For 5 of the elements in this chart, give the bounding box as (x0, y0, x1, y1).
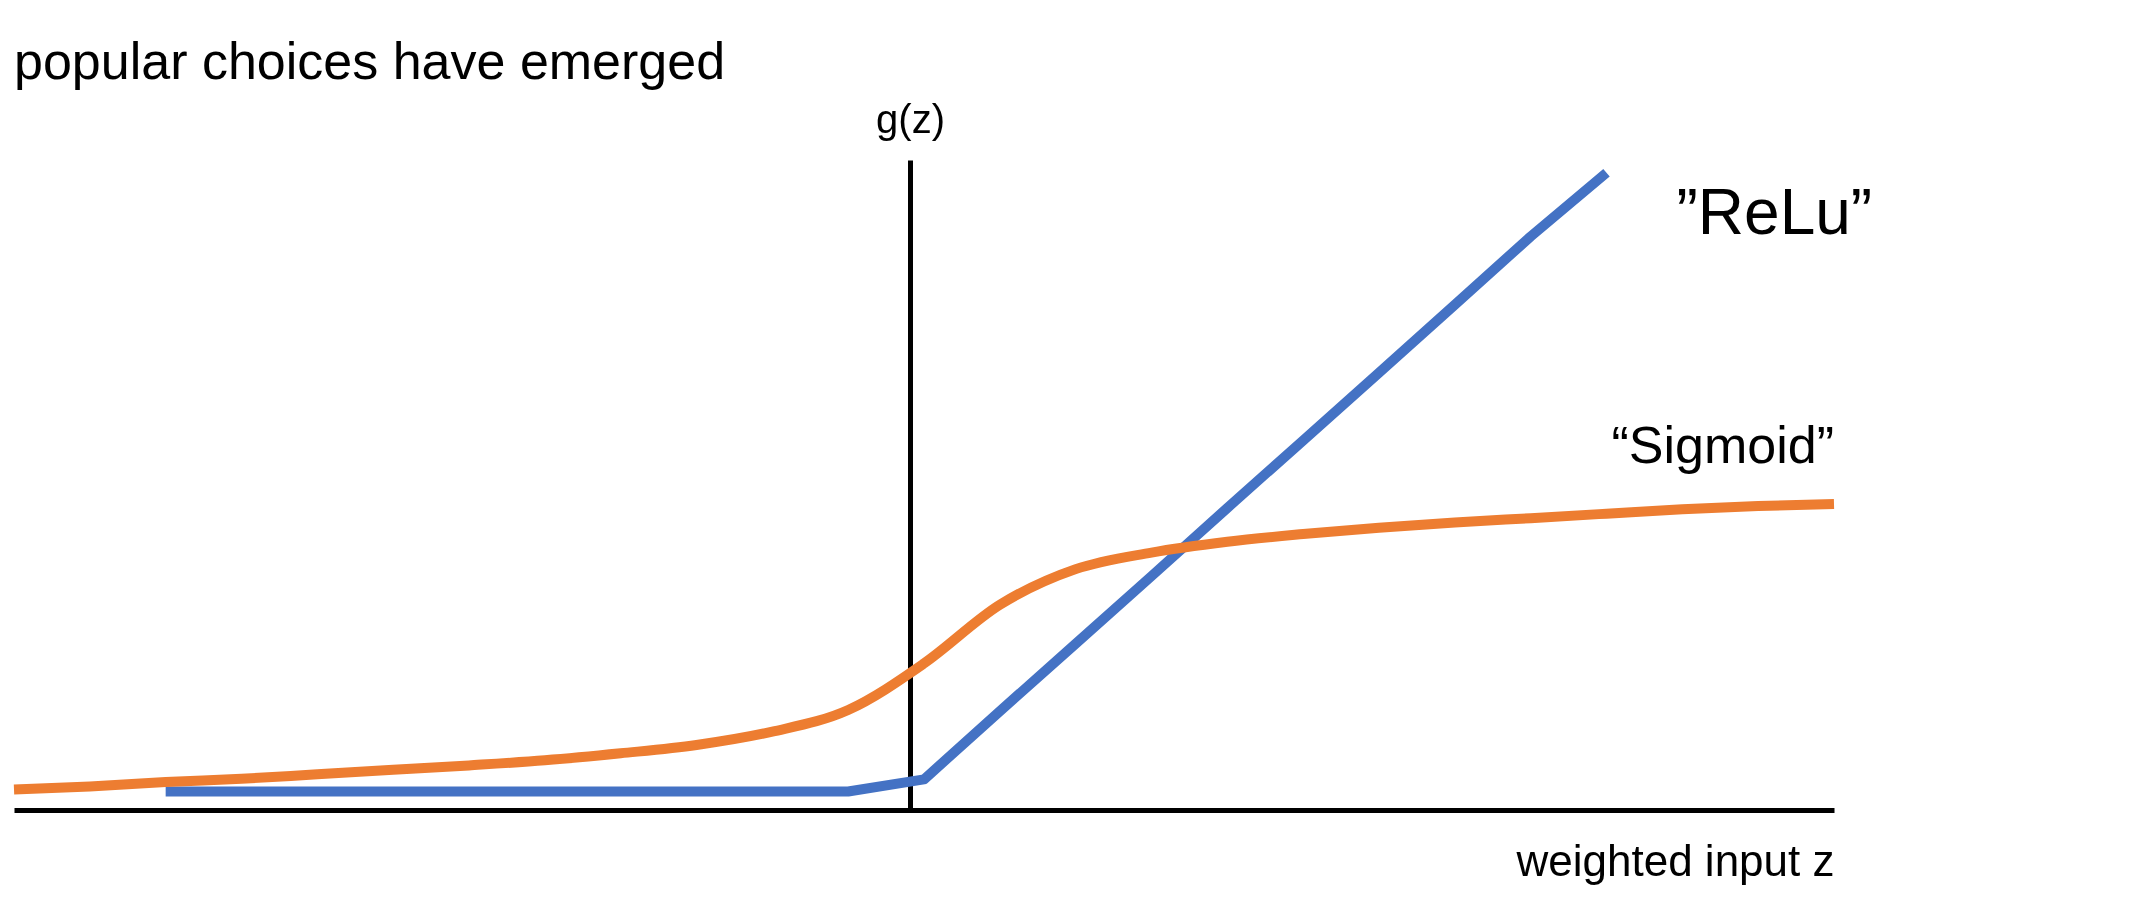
x-axis-title: weighted input z (1515, 835, 1835, 885)
series-label: “Sigmoid” (1611, 416, 1834, 475)
chart-title: popular choices have emerged (14, 32, 726, 90)
y-axis-title: g(z) (876, 96, 945, 141)
series-label: ”ReLu” (1676, 175, 1873, 248)
